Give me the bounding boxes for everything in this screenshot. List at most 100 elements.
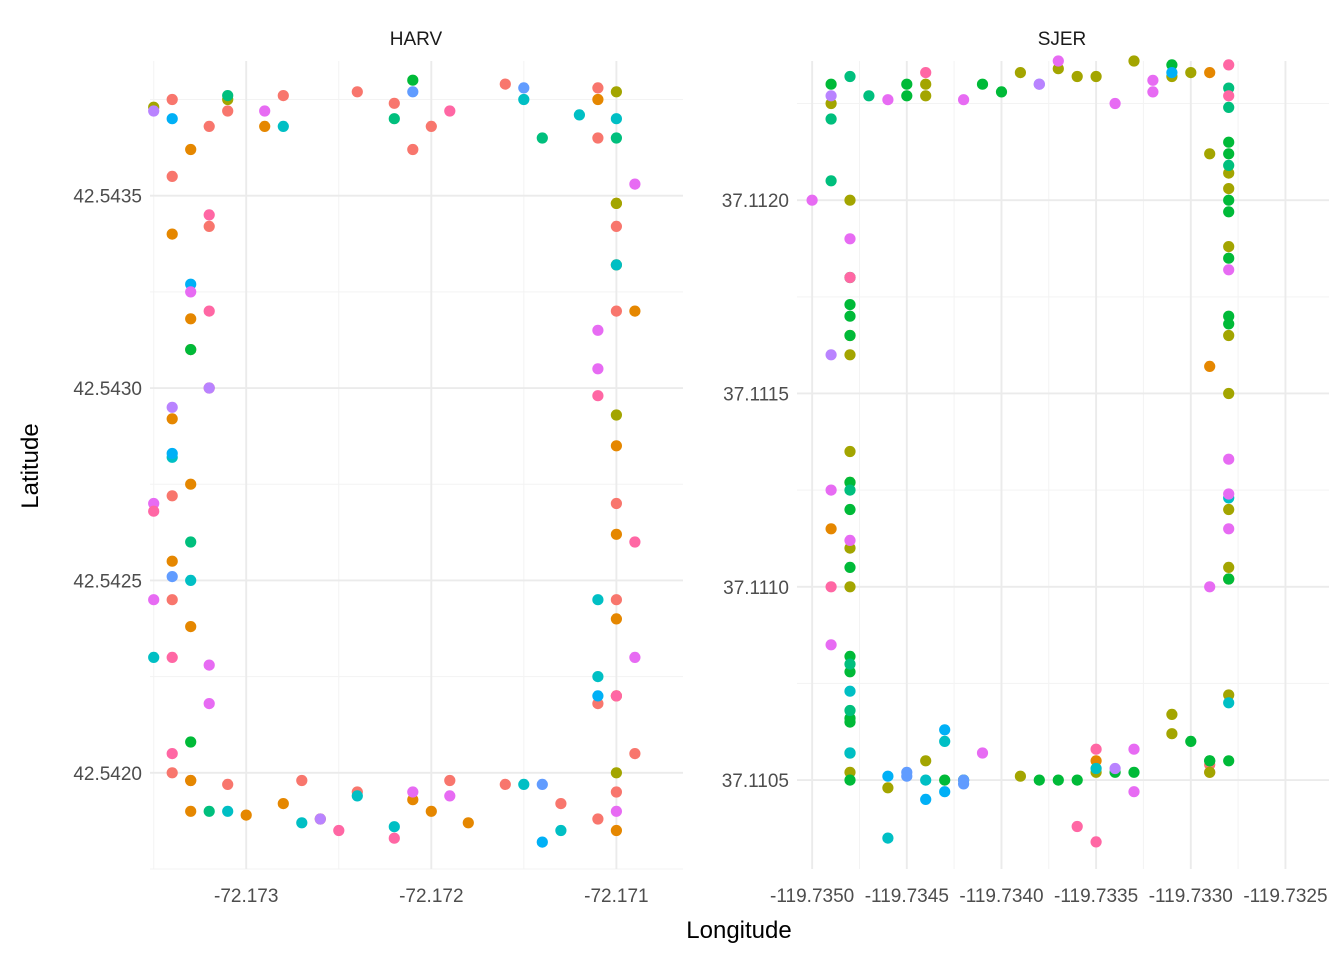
sjer-data-point — [825, 484, 837, 496]
harv-data-point — [592, 324, 604, 336]
harv-data-point — [518, 82, 530, 94]
sjer-data-point — [939, 724, 951, 736]
sjer-data-point — [920, 90, 932, 102]
sjer-data-point — [844, 484, 856, 496]
harv-data-point — [166, 401, 178, 413]
sjer-data-point — [1204, 67, 1216, 79]
harv-data-point — [185, 286, 197, 298]
harv-data-point — [610, 786, 623, 798]
harv-data-point — [203, 382, 215, 394]
sjer-data-point — [863, 90, 875, 102]
panel-sjer-y-ticks: 37.1105 37.1110 37.1115 37.1120 — [722, 191, 789, 792]
sjer-data-point — [1223, 453, 1235, 465]
sjer-data-point — [1204, 755, 1216, 767]
sjer-data-point — [958, 774, 970, 786]
sjer-data-point — [1223, 488, 1235, 500]
sjer-data-point — [920, 755, 932, 767]
sjer-data-point — [844, 329, 856, 342]
harv-data-point — [185, 574, 197, 587]
harv-data-point — [407, 786, 419, 798]
sjer-data-point — [1052, 774, 1064, 786]
harv-data-point — [203, 698, 215, 710]
harv-data-point — [166, 228, 178, 240]
sjer-data-point — [825, 581, 837, 593]
sjer-data-point — [844, 685, 856, 697]
sjer-data-point — [1223, 206, 1235, 218]
sjer-data-point — [1052, 55, 1064, 67]
harv-data-point — [222, 90, 234, 102]
panel-sjer: SJER -119.7350 -119.7345 -119.7340 -119.733… — [722, 29, 1329, 907]
panel-sjer-x-ticks: -119.7350 -119.7345 -119.7340 -119.7335 -119… — [770, 886, 1327, 907]
sjer-data-point — [1090, 70, 1102, 83]
sjer-data-point — [825, 349, 837, 361]
harv-data-point — [166, 490, 178, 502]
harv-data-point — [203, 659, 215, 671]
sjer-data-point — [1109, 762, 1121, 775]
sjer-data-point — [1071, 774, 1083, 786]
sjer-data-point — [958, 94, 970, 106]
sjer-data-point — [1223, 318, 1235, 330]
sjer-data-point — [882, 94, 894, 106]
harv-data-point — [148, 594, 160, 606]
panel-harv: HARV -72.173 -72.172 -72.171 42.542042.542… — [73, 29, 683, 907]
harv-data-point — [444, 774, 456, 787]
harv-data-point — [166, 651, 178, 664]
panel-harv-grid — [150, 61, 683, 870]
y-axis-title: Latitude — [17, 423, 44, 508]
harv-data-point — [166, 594, 178, 606]
sjer-data-point — [1204, 360, 1216, 372]
sjer-data-point — [1223, 689, 1235, 701]
sjer-data-point — [1147, 86, 1159, 98]
sjer-data-point — [1223, 561, 1235, 574]
sjer-data-point — [1223, 136, 1235, 148]
sjer-data-point — [844, 476, 856, 488]
sjer-data-point — [844, 503, 856, 516]
harv-data-point — [351, 790, 363, 802]
harv-y-tick-label: 42.5435 — [73, 187, 142, 208]
harv-data-point — [388, 97, 400, 109]
sjer-data-point — [1223, 387, 1235, 400]
harv-data-point — [462, 817, 474, 829]
harv-data-point — [444, 790, 456, 802]
harv-data-point — [573, 109, 586, 121]
harv-data-point — [629, 305, 641, 317]
sjer-data-point — [1223, 573, 1235, 585]
x-axis-title: Longitude — [686, 917, 791, 944]
sjer-data-point — [939, 735, 951, 748]
harv-data-point — [444, 105, 456, 117]
sjer-data-point — [844, 704, 856, 717]
sjer-data-point — [1090, 762, 1102, 775]
sjer-x-tick-label: -119.7325 — [1243, 886, 1327, 907]
sjer-y-tick-label: 37.1120 — [722, 191, 789, 212]
harv-data-point — [388, 113, 400, 125]
harv-data-point — [148, 105, 160, 117]
harv-data-point — [166, 93, 178, 106]
harv-data-point — [610, 259, 623, 271]
sjer-data-point — [1223, 252, 1235, 264]
harv-data-point — [166, 447, 178, 460]
sjer-data-point — [882, 832, 894, 844]
harv-data-point — [610, 197, 623, 209]
harv-data-point — [592, 390, 604, 402]
panel-harv-points — [148, 74, 641, 848]
harv-data-point — [222, 778, 234, 791]
sjer-x-tick-label: -119.7335 — [1054, 886, 1138, 907]
sjer-data-point — [1128, 766, 1140, 778]
sjer-data-point — [1223, 183, 1235, 195]
sjer-x-tick-label: -119.7340 — [959, 886, 1043, 907]
harv-data-point — [148, 497, 160, 510]
harv-data-point — [555, 824, 567, 837]
harv-data-point — [610, 613, 623, 625]
harv-data-point — [592, 671, 604, 683]
sjer-x-tick-label: -119.7345 — [865, 886, 949, 907]
sjer-data-point — [1185, 67, 1197, 79]
harv-x-tick-label: -72.173 — [214, 886, 278, 907]
harv-data-point — [185, 478, 197, 490]
harv-data-point — [610, 440, 623, 452]
harv-data-point — [610, 220, 623, 232]
harv-data-point — [166, 413, 178, 425]
harv-data-point — [536, 132, 548, 144]
sjer-data-point — [1204, 766, 1216, 778]
harv-data-point — [592, 698, 604, 710]
harv-data-point — [592, 82, 604, 94]
